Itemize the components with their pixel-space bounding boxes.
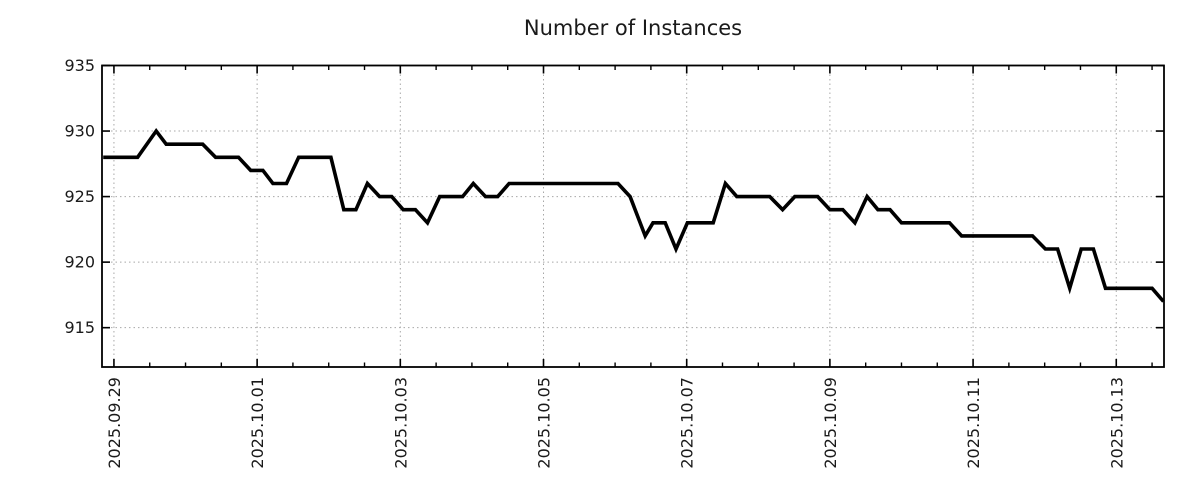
x-tick-label: 2025.10.05 [535,377,554,469]
y-tick-label: 935 [64,56,95,75]
x-tick-label: 2025.10.03 [391,377,410,469]
x-tick-label: 2025.10.01 [248,377,267,469]
x-tick-label: 2025.10.13 [1107,377,1126,469]
y-tick-label: 930 [64,122,95,141]
x-tick-label: 2025.10.07 [678,377,697,469]
chart-title: Number of Instances [523,16,743,40]
plot-frame [101,64,1165,368]
x-tick-label: 2025.09.29 [105,377,124,469]
y-tick-label: 920 [64,253,95,272]
x-tick-label: 2025.10.11 [964,377,983,469]
data-series-line [103,127,1165,303]
x-tick-label: 2025.10.09 [821,377,840,469]
y-tick-label: 915 [64,318,95,337]
y-tick-label: 925 [64,187,95,206]
